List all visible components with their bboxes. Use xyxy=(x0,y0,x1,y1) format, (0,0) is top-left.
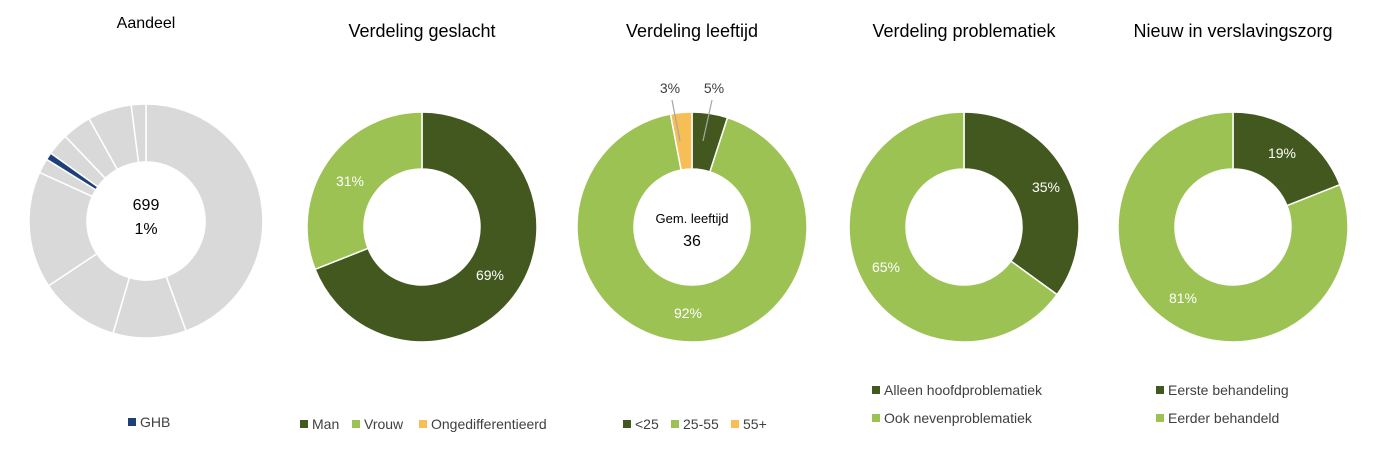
center-text: Gem. leeftijd xyxy=(656,211,729,226)
center-text: 1% xyxy=(134,221,157,238)
legend-swatch xyxy=(419,420,427,428)
slice-alleen-hoofdproblematiek xyxy=(963,111,1080,296)
legend-swatch xyxy=(872,386,880,394)
legend-swatch xyxy=(128,418,136,426)
chart-title: Verdeling leeftijd xyxy=(626,21,758,41)
legend-swatch xyxy=(352,420,360,428)
chart-title: Nieuw in verslavingszorg xyxy=(1133,21,1332,41)
legend-swatch xyxy=(872,414,880,422)
slice-ook-nevenproblematiek xyxy=(848,111,1059,343)
legend-label: Eerste behandeling xyxy=(1168,382,1289,398)
legend-label: Ongedifferentieerd xyxy=(431,416,547,432)
chart-5: Nieuw in verslavingszorg 19% 81% Eerste beh… xyxy=(1117,21,1349,426)
legend-swatch xyxy=(623,420,631,428)
legend-swatch xyxy=(1156,414,1164,422)
chart-1: Aandeel 699 1% GHB xyxy=(28,15,264,430)
data-label: 69% xyxy=(476,267,504,283)
chart-2: Verdeling geslacht 69% 31% Man Vrouw Ongediff… xyxy=(300,21,547,432)
data-label: 3% xyxy=(660,80,680,96)
data-label: 35% xyxy=(1032,179,1060,195)
data-label: 65% xyxy=(872,259,900,275)
legend-label: <25 xyxy=(635,416,659,432)
legend-label: GHB xyxy=(140,414,170,430)
data-label: 81% xyxy=(1169,290,1197,306)
slice-1 xyxy=(145,103,264,332)
legend-label: Alleen hoofdproblematiek xyxy=(884,382,1043,398)
data-label: 92% xyxy=(674,305,702,321)
chart-title: Verdeling geslacht xyxy=(348,21,495,41)
legend-label: Eerder behandeld xyxy=(1168,410,1279,426)
legend-swatch xyxy=(1156,386,1164,394)
data-label: 19% xyxy=(1268,145,1296,161)
legend-label: 25-55 xyxy=(683,416,719,432)
legend-label: Ook nevenproblematiek xyxy=(884,410,1033,426)
slice-55- xyxy=(669,111,693,171)
legend-label: Vrouw xyxy=(364,416,404,432)
leader-line xyxy=(671,99,681,142)
legend-swatch xyxy=(300,420,308,428)
data-label: 31% xyxy=(336,173,364,189)
leader-line xyxy=(702,99,713,142)
slice-10 xyxy=(130,103,147,164)
slice-eerder-behandeld xyxy=(1117,111,1349,343)
legend-label: Man xyxy=(312,416,339,432)
chart-title: Aandeel xyxy=(117,15,176,32)
chart-4: Verdeling problematiek 35% 65% Alleen hoofd… xyxy=(848,21,1080,426)
slice-vrouw xyxy=(306,111,423,271)
chart-3: Verdeling leeftijd 5% 92% 3% Gem. leeftijd 36… xyxy=(576,21,808,432)
data-label: 5% xyxy=(704,80,724,96)
center-text: 699 xyxy=(133,197,160,214)
legend-swatch xyxy=(731,420,739,428)
slice-25-55 xyxy=(576,113,808,343)
legend-label: 55+ xyxy=(743,416,767,432)
chart-title: Verdeling problematiek xyxy=(872,21,1056,41)
slice-eerste-behandeling xyxy=(1232,111,1341,207)
slice-man xyxy=(314,111,538,343)
center-text: 36 xyxy=(683,233,701,250)
legend-swatch xyxy=(671,420,679,428)
